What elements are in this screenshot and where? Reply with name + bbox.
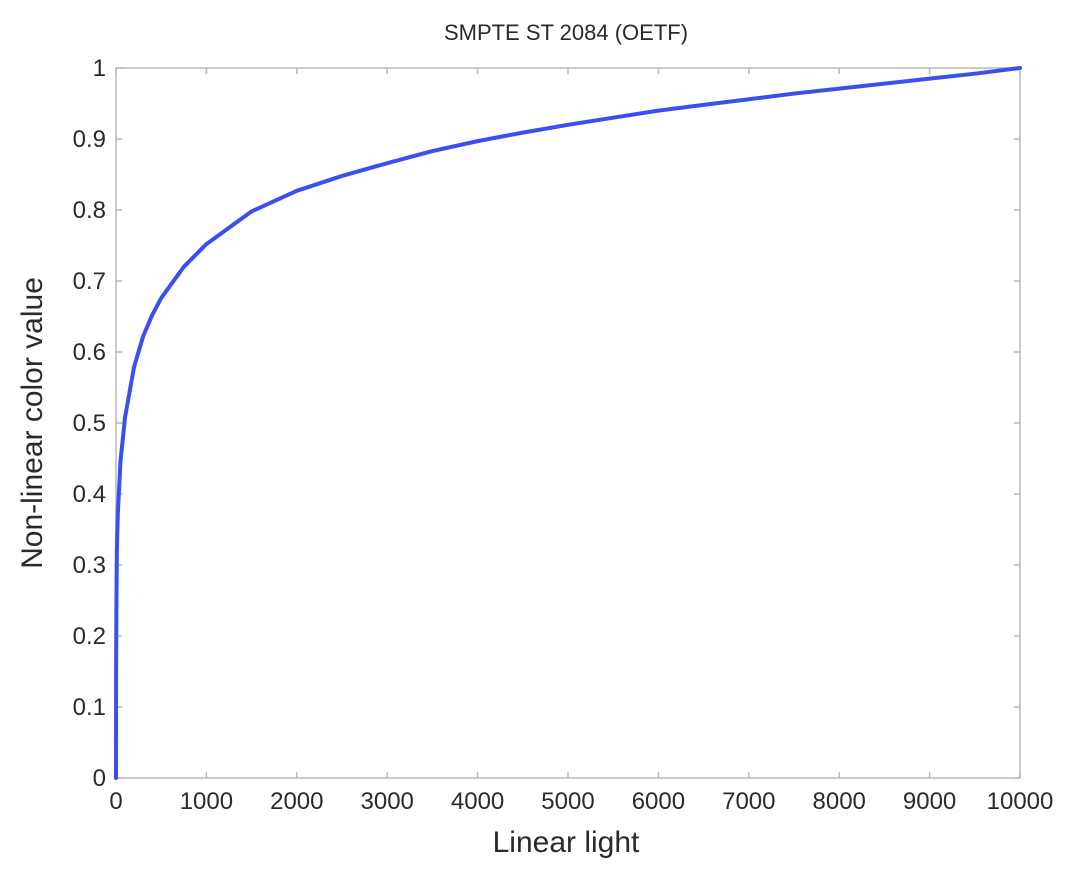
y-tick-label: 0.3: [73, 552, 106, 579]
chart-title: SMPTE ST 2084 (OETF): [444, 20, 688, 45]
x-tick-label: 7000: [722, 788, 775, 815]
y-tick-label: 0.9: [73, 126, 106, 153]
y-ticks: 0 0.1 0.2 0.3 0.4 0.5 0.6 0.7 0.8 0.9 1: [73, 55, 1020, 792]
x-tick-label: 6000: [632, 788, 685, 815]
y-tick-label: 0: [93, 765, 106, 792]
x-ticks: 0 1000 2000 3000 4000 5000 6000 7000 8000 9000 100…: [109, 68, 1053, 815]
y-tick-label: 1: [93, 55, 106, 82]
x-tick-label: 9000: [903, 788, 956, 815]
x-tick-label: 3000: [361, 788, 414, 815]
series-line: [114, 66, 1022, 780]
y-axis-label: Non-linear color value: [16, 277, 49, 569]
y-tick-label: 0.6: [73, 339, 106, 366]
y-tick-label: 0.4: [73, 481, 106, 508]
y-tick-label: 0.8: [73, 197, 106, 224]
x-tick-label: 0: [109, 788, 122, 815]
x-tick-label: 8000: [813, 788, 866, 815]
y-tick-label: 0.7: [73, 268, 106, 295]
x-axis-label: Linear light: [493, 826, 640, 859]
y-tick-label: 0.1: [73, 694, 106, 721]
y-tick-label: 0.5: [73, 410, 106, 437]
x-tick-label: 10000: [987, 788, 1054, 815]
x-tick-label: 1000: [180, 788, 233, 815]
y-tick-label: 0.2: [73, 623, 106, 650]
x-tick-label: 4000: [451, 788, 504, 815]
x-tick-label: 2000: [270, 788, 323, 815]
x-tick-label: 5000: [541, 788, 594, 815]
